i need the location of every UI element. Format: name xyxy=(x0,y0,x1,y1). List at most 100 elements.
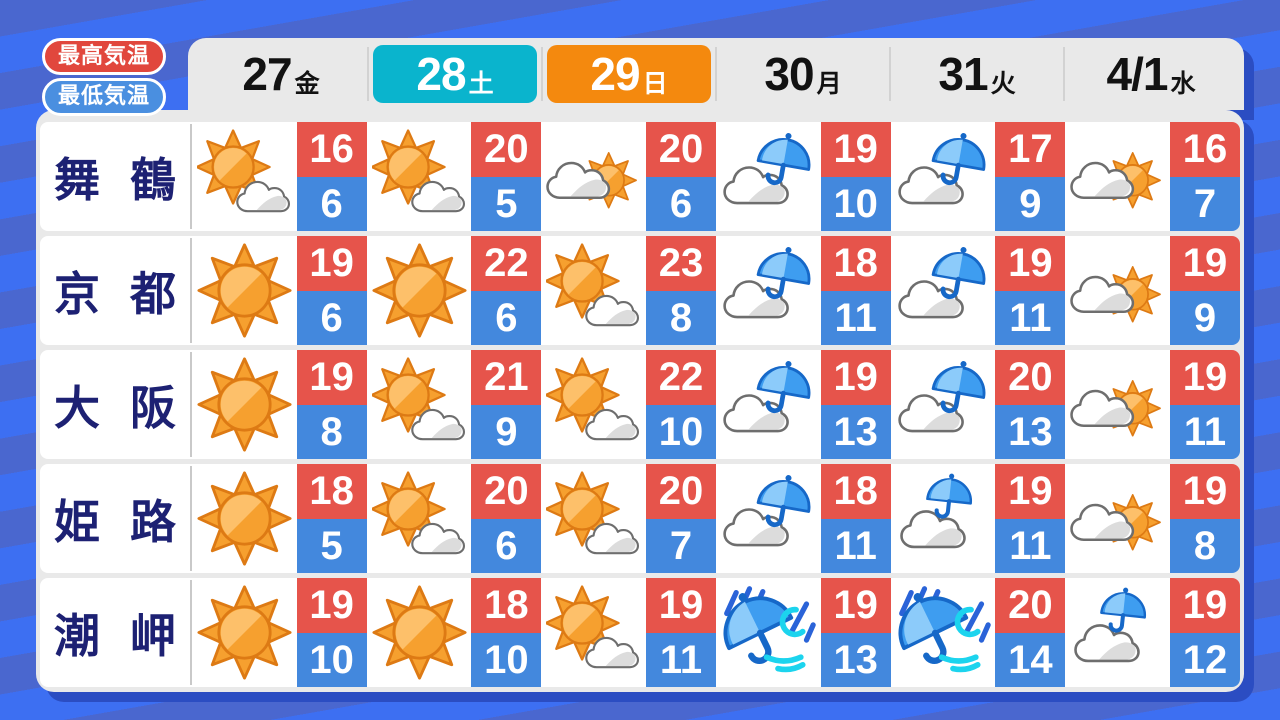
day-header-cell: 29 日 xyxy=(541,38,716,110)
high-temp: 20 xyxy=(471,464,542,519)
weather-icon-box xyxy=(367,464,472,573)
high-temp: 20 xyxy=(471,122,542,177)
day-chip-saturday: 28 土 xyxy=(373,45,537,103)
temp-column: 19 9 xyxy=(1170,236,1240,345)
high-temp: 19 xyxy=(1170,578,1240,633)
temp-column: 22 10 xyxy=(646,350,717,459)
date-label: 29 xyxy=(590,48,640,100)
divider xyxy=(190,580,192,685)
weather-icon-box xyxy=(716,236,821,345)
weather-icon-box xyxy=(891,578,996,687)
temp-column: 20 6 xyxy=(471,464,542,573)
high-temp: 20 xyxy=(995,350,1066,405)
high-temp: 19 xyxy=(1170,236,1240,291)
cloud-sun-icon xyxy=(546,129,641,224)
weather-cell: 19 10 xyxy=(192,578,367,687)
sun-icon xyxy=(372,243,467,338)
high-temp: 19 xyxy=(995,236,1066,291)
high-temp: 22 xyxy=(471,236,542,291)
cloud-rain-icon xyxy=(721,243,816,338)
weather-icon-box xyxy=(1065,122,1170,231)
low-temp: 12 xyxy=(1170,632,1240,687)
temp-column: 19 12 xyxy=(1170,578,1240,687)
weather-cell: 19 11 xyxy=(541,578,717,687)
cloud-sun-icon xyxy=(1070,357,1165,452)
weather-icon-box xyxy=(891,464,996,573)
rain-cloud-icon xyxy=(1070,585,1165,680)
weather-icon-box xyxy=(541,464,646,573)
weather-icon-box xyxy=(541,122,646,231)
temp-column: 20 14 xyxy=(995,578,1066,687)
weather-cell: 19 8 xyxy=(192,350,367,459)
weather-cell: 19 13 xyxy=(716,578,891,687)
divider xyxy=(190,352,192,457)
high-temp: 19 xyxy=(1170,464,1240,519)
weather-icon-box xyxy=(716,350,821,459)
weather-icon-box xyxy=(192,578,297,687)
sun-cloud-icon xyxy=(372,357,467,452)
weather-cell: 20 13 xyxy=(891,350,1066,459)
weather-cell: 18 11 xyxy=(716,464,891,573)
weather-cell: 19 11 xyxy=(891,236,1066,345)
low-temp: 9 xyxy=(995,176,1066,231)
weather-cell: 19 8 xyxy=(1065,464,1240,573)
high-temp: 19 xyxy=(1170,350,1240,405)
legend: 最高気温 最低気温 xyxy=(42,38,167,116)
weather-cell: 20 6 xyxy=(367,464,542,573)
day-header-cell: 28 土 xyxy=(367,38,542,110)
weather-cell: 20 5 xyxy=(367,122,542,231)
sun-icon xyxy=(197,243,292,338)
temp-column: 19 8 xyxy=(296,350,367,459)
temp-column: 19 13 xyxy=(820,578,891,687)
city-char: 阪 xyxy=(130,381,176,434)
weather-cell: 19 9 xyxy=(1065,236,1240,345)
sun-icon xyxy=(197,471,292,566)
weather-cell: 18 10 xyxy=(367,578,542,687)
weather-icon-box xyxy=(541,350,646,459)
rain-wind-icon xyxy=(896,585,991,680)
city-row: 姫路 18 5 20 6 20 7 18 11 19 11 19 8 xyxy=(40,464,1240,573)
temp-column: 21 9 xyxy=(471,350,542,459)
low-temp: 6 xyxy=(646,176,717,231)
low-temp: 10 xyxy=(820,176,891,231)
cloud-sun-icon xyxy=(1070,129,1165,224)
city-label: 大阪 xyxy=(40,350,190,459)
high-temp: 18 xyxy=(820,236,891,291)
cloud-rain-icon xyxy=(721,357,816,452)
rain-wind-icon xyxy=(721,585,816,680)
weather-cell: 19 12 xyxy=(1065,578,1240,687)
date-label: 27 xyxy=(242,48,292,100)
low-temp: 11 xyxy=(995,290,1066,345)
low-temp: 9 xyxy=(471,404,542,459)
weather-cell: 19 10 xyxy=(716,122,891,231)
divider xyxy=(190,124,192,229)
high-temp: 21 xyxy=(471,350,542,405)
high-temp: 19 xyxy=(820,578,891,633)
city-char: 大 xyxy=(54,381,100,434)
low-temp: 5 xyxy=(296,518,367,573)
city-char: 姫 xyxy=(54,495,100,548)
high-temp: 20 xyxy=(646,464,717,519)
low-temp: 13 xyxy=(820,632,891,687)
low-temp: 8 xyxy=(1170,518,1240,573)
weather-icon-box xyxy=(1065,464,1170,573)
cloud-rain-icon xyxy=(896,357,991,452)
sun-icon xyxy=(372,585,467,680)
high-temp: 19 xyxy=(296,350,367,405)
sun-cloud-icon xyxy=(372,129,467,224)
day-header-cell: 30 月 xyxy=(715,38,890,110)
high-temp: 19 xyxy=(296,236,367,291)
day-header-cell: 4/1 水 xyxy=(1063,38,1238,110)
temp-column: 19 11 xyxy=(1170,350,1240,459)
temp-column: 18 5 xyxy=(296,464,367,573)
weather-cell: 20 7 xyxy=(541,464,717,573)
weather-icon-box xyxy=(541,236,646,345)
divider xyxy=(190,466,192,571)
city-row: 京都 19 6 22 6 23 8 18 11 19 11 19 9 xyxy=(40,236,1240,345)
weather-icon-box xyxy=(192,236,297,345)
low-temp: 10 xyxy=(471,632,542,687)
low-temp-legend-badge: 最低気温 xyxy=(42,78,167,116)
date-label: 30 xyxy=(764,48,814,100)
low-temp: 6 xyxy=(296,176,367,231)
city-char: 鶴 xyxy=(130,153,176,206)
